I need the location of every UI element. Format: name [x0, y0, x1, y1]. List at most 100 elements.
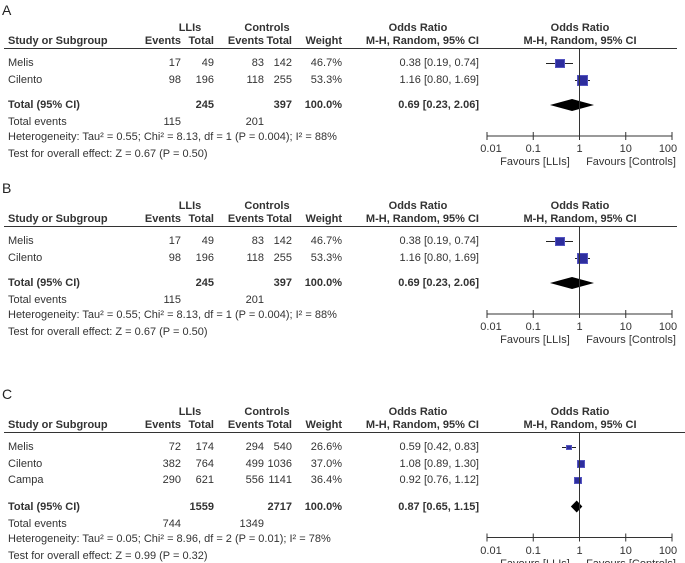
col-weight: Weight: [305, 419, 342, 431]
x-tick-label: 1: [576, 544, 583, 557]
total-odds-ratio-ci: 0.69 [0.23, 2.06]: [398, 99, 479, 111]
x-tick-label: 10: [619, 321, 632, 333]
col-total-controls: Total: [266, 419, 292, 431]
total-llis: 196: [195, 252, 214, 264]
x-tick-label: 0.1: [525, 321, 541, 333]
total-llis: 174: [195, 441, 214, 453]
col-method-text: M-H, Random, 95% CI: [365, 35, 479, 47]
col-events-controls: Events: [227, 213, 264, 225]
plot-area: [486, 49, 673, 140]
header-llis: LLIs: [178, 22, 202, 34]
overall-effect-text: Test for overall effect: Z = 0.67 (P = 0…: [8, 326, 208, 338]
weight: 37.0%: [310, 457, 342, 470]
odds-ratio-ci: 1.16 [0.80, 1.69]: [399, 74, 479, 86]
events-controls: 83: [251, 57, 264, 69]
col-total-controls: Total: [266, 35, 292, 47]
heterogeneity-text: Heterogeneity: Tau² = 0.55; Chi² = 8.13,…: [8, 131, 337, 143]
events-controls: 118: [246, 252, 264, 264]
x-tick-label: 100: [658, 544, 678, 557]
overall-effect-text: Test for overall effect: Z = 0.99 (P = 0…: [8, 549, 208, 562]
forest-panel-b: B LLIs Controls Odds Ratio Odds Ratio Study o…: [0, 178, 685, 358]
total-odds-ratio-ci: 0.69 [0.23, 2.06]: [398, 277, 479, 289]
favours-controls-label: Favours [Controls]: [586, 334, 676, 346]
x-tick-label: 0.1: [525, 544, 541, 557]
pooled-effect-diamond: [570, 500, 583, 513]
favours-llis-label: Favours [LLIs]: [500, 156, 570, 168]
study-name: Melis: [8, 57, 34, 69]
odds-ratio-ci: 1.08 [0.89, 1.30]: [399, 457, 479, 470]
total-llis: 245: [195, 99, 214, 111]
col-weight: Weight: [305, 213, 342, 225]
col-study: Study or Subgroup: [8, 213, 108, 225]
favours-controls-label: Favours [Controls]: [586, 156, 676, 168]
total-controls: 1036: [267, 457, 292, 470]
x-tick-label: 10: [619, 143, 632, 155]
panel-label: C: [2, 386, 13, 402]
col-events-llis: Events: [144, 213, 181, 225]
header-odds-ratio-text: Odds Ratio: [388, 200, 448, 212]
events-llis: 17: [168, 235, 181, 247]
study-effect-square: [576, 252, 589, 265]
x-tick-label: 1: [576, 321, 583, 333]
panel-label: B: [2, 180, 12, 196]
x-tick-label: 0.01: [480, 321, 502, 333]
heterogeneity-text: Heterogeneity: Tau² = 0.55; Chi² = 8.13,…: [8, 309, 337, 321]
events-controls: 556: [245, 474, 264, 486]
header-llis: LLIs: [178, 406, 202, 418]
heterogeneity-text: Heterogeneity: Tau² = 0.05; Chi² = 8.96,…: [8, 532, 331, 545]
study-name: Cilento: [8, 252, 43, 264]
study-effect-square: [576, 74, 589, 87]
study-name: Cilento: [8, 457, 43, 470]
favours-controls-label: Favours [Controls]: [541, 558, 685, 563]
col-weight: Weight: [305, 35, 342, 47]
col-events-llis: Events: [144, 419, 181, 431]
weight: 53.3%: [310, 74, 342, 86]
total-weight: 100.0%: [304, 277, 342, 289]
events-llis: 98: [168, 252, 181, 264]
overall-effect-text: Test for overall effect: Z = 0.67 (P = 0…: [8, 148, 208, 160]
total-controls: 142: [273, 57, 292, 69]
total-events-controls: 1349: [239, 517, 264, 530]
events-controls: 499: [245, 457, 264, 470]
col-method-text: M-H, Random, 95% CI: [365, 213, 479, 225]
header-controls: Controls: [244, 200, 290, 212]
plot-area: [486, 227, 673, 318]
col-study: Study or Subgroup: [8, 35, 108, 47]
total-events-controls: 201: [245, 294, 264, 306]
events-llis: 382: [162, 457, 181, 470]
odds-ratio-ci: 0.38 [0.19, 0.74]: [399, 57, 479, 69]
total-controls: 397: [273, 277, 292, 289]
col-total-controls: Total: [266, 213, 292, 225]
total-weight: 100.0%: [304, 500, 342, 513]
header-controls: Controls: [244, 406, 290, 418]
total-weight: 100.0%: [304, 99, 342, 111]
study-effect-square: [566, 444, 572, 451]
total-controls: 255: [273, 74, 292, 86]
total-controls: 142: [273, 235, 292, 247]
events-llis: 98: [168, 74, 181, 86]
total-llis: 621: [195, 474, 214, 486]
col-method-text: M-H, Random, 95% CI: [365, 419, 479, 431]
total-odds-ratio-ci: 0.87 [0.65, 1.15]: [398, 500, 479, 513]
pooled-effect-diamond: [549, 99, 595, 111]
total-label: Total (95% CI): [8, 99, 80, 111]
x-tick-label: 1: [576, 143, 583, 155]
forest-panel-c: C LLIs Controls Odds Ratio Odds Ratio Study o…: [0, 384, 685, 563]
total-llis: 49: [201, 235, 214, 247]
study-effect-square: [555, 58, 565, 69]
header-odds-ratio-text: Odds Ratio: [388, 406, 448, 418]
favours-llis-label: Favours [LLIs]: [445, 558, 625, 563]
header-rule: [4, 432, 685, 433]
x-tick-label: 0.1: [525, 143, 541, 155]
total-llis: 764: [195, 457, 214, 470]
header-odds-ratio-plot: Odds Ratio: [550, 200, 610, 212]
header-llis: LLIs: [178, 200, 202, 212]
study-effect-square: [574, 476, 582, 485]
x-tick-label: 100: [658, 321, 678, 333]
col-events-llis: Events: [144, 35, 181, 47]
events-llis: 290: [162, 474, 181, 486]
total-controls: 1141: [268, 474, 292, 486]
forest-panel-a: A LLIs Controls Odds Ratio Odds Ratio Study o…: [0, 0, 685, 180]
events-controls: 83: [251, 235, 264, 247]
